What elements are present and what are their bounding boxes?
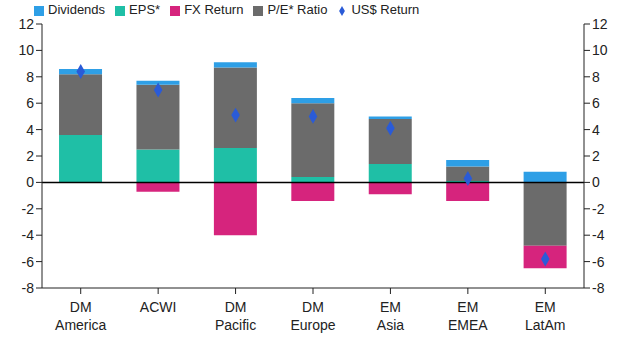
svg-text:-8: -8 bbox=[592, 280, 605, 296]
svg-text:-6: -6 bbox=[592, 254, 605, 270]
svg-text:12: 12 bbox=[18, 16, 34, 32]
html-text:P/E* Ratio: P/E* Ratio bbox=[267, 2, 328, 17]
svg-text:10: 10 bbox=[18, 42, 34, 58]
svg-text:12: 12 bbox=[592, 16, 608, 32]
svg-text:-4: -4 bbox=[22, 227, 35, 243]
svg-text:EMLatAm: EMLatAm bbox=[525, 299, 565, 333]
html-text:FX Return: FX Return bbox=[184, 2, 244, 17]
svg-text:0: 0 bbox=[592, 174, 600, 190]
svg-text:EMAsia: EMAsia bbox=[377, 299, 404, 333]
svg-text:-2: -2 bbox=[22, 201, 35, 217]
svg-text:4: 4 bbox=[592, 122, 600, 138]
svg-text:ACWI: ACWI bbox=[140, 299, 177, 315]
svg-text:6: 6 bbox=[592, 95, 600, 111]
svg-text:2: 2 bbox=[592, 148, 600, 164]
svg-text:-8: -8 bbox=[22, 280, 35, 296]
svg-text:-4: -4 bbox=[592, 227, 605, 243]
html-text:EPS*: EPS* bbox=[129, 2, 161, 17]
svg-text:8: 8 bbox=[592, 69, 600, 85]
svg-text:4: 4 bbox=[26, 122, 34, 138]
html-text:Dividends: Dividends bbox=[48, 2, 106, 17]
svg-text:0: 0 bbox=[26, 174, 34, 190]
svg-text:8: 8 bbox=[26, 69, 34, 85]
svg-text:EMEMEA: EMEMEA bbox=[448, 299, 488, 333]
svg-text:2: 2 bbox=[26, 148, 34, 164]
svg-text:DMAmerica: DMAmerica bbox=[55, 299, 107, 333]
svg-text:DMPacific: DMPacific bbox=[215, 299, 256, 333]
svg-text:DMEurope: DMEurope bbox=[290, 299, 335, 333]
svg-text:6: 6 bbox=[26, 95, 34, 111]
svg-text:10: 10 bbox=[592, 42, 608, 58]
svg-text:-6: -6 bbox=[22, 254, 35, 270]
html-text:US$ Return: US$ Return bbox=[351, 2, 420, 17]
svg-text:-2: -2 bbox=[592, 201, 605, 217]
